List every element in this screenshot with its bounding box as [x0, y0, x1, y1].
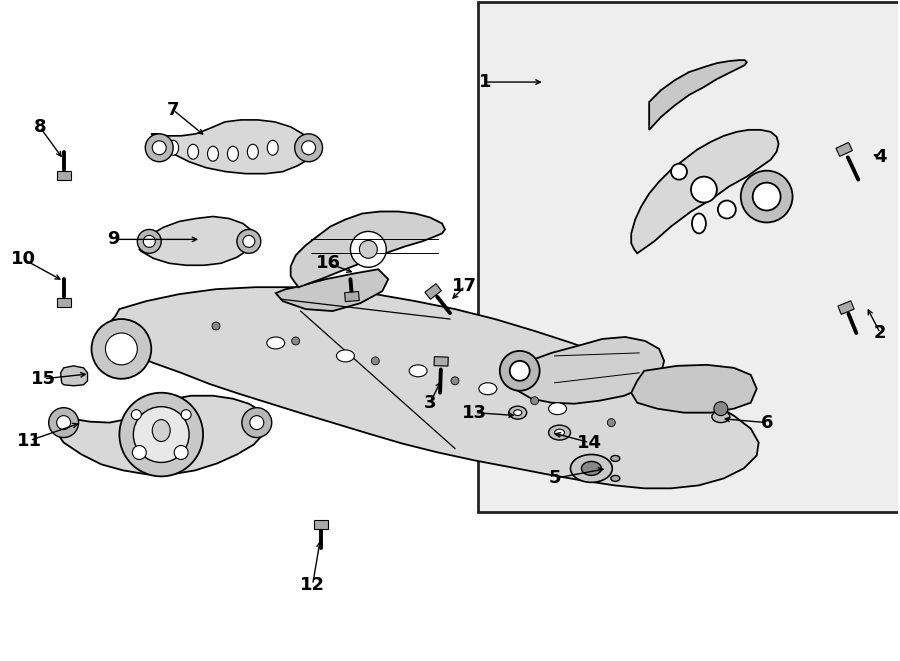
Circle shape [49, 408, 78, 438]
Polygon shape [140, 217, 256, 265]
Polygon shape [275, 269, 388, 311]
Ellipse shape [692, 214, 706, 233]
Ellipse shape [410, 365, 427, 377]
Circle shape [302, 141, 316, 155]
Ellipse shape [187, 144, 199, 159]
Polygon shape [57, 298, 70, 307]
Text: 14: 14 [577, 434, 602, 451]
Ellipse shape [549, 403, 566, 414]
Text: 1: 1 [479, 73, 491, 91]
Circle shape [120, 393, 203, 477]
Circle shape [105, 333, 138, 365]
Circle shape [350, 231, 386, 267]
Polygon shape [291, 212, 445, 287]
Polygon shape [506, 337, 664, 404]
Text: 17: 17 [453, 277, 477, 295]
Text: 2: 2 [874, 324, 886, 342]
Ellipse shape [208, 146, 219, 161]
Circle shape [691, 176, 717, 202]
Circle shape [671, 164, 687, 180]
Text: 9: 9 [107, 231, 120, 249]
Polygon shape [60, 366, 87, 386]
Circle shape [131, 410, 141, 420]
Text: 16: 16 [316, 254, 341, 272]
Circle shape [741, 171, 793, 223]
Ellipse shape [337, 350, 355, 362]
Ellipse shape [581, 461, 601, 475]
Polygon shape [434, 357, 448, 366]
Circle shape [243, 235, 255, 247]
Polygon shape [836, 142, 852, 157]
Polygon shape [106, 287, 759, 488]
Polygon shape [151, 120, 312, 174]
Ellipse shape [549, 425, 571, 440]
Circle shape [181, 410, 191, 420]
Ellipse shape [479, 383, 497, 395]
Circle shape [509, 361, 530, 381]
Circle shape [714, 402, 728, 416]
Circle shape [143, 235, 155, 247]
Text: 11: 11 [17, 432, 42, 449]
Circle shape [752, 182, 780, 210]
Circle shape [152, 141, 166, 155]
Circle shape [237, 229, 261, 253]
Text: 5: 5 [548, 469, 561, 487]
Circle shape [451, 377, 459, 385]
Circle shape [242, 408, 272, 438]
Circle shape [138, 229, 161, 253]
Circle shape [57, 416, 70, 430]
Polygon shape [838, 301, 854, 315]
Text: 6: 6 [760, 414, 773, 432]
Circle shape [294, 134, 322, 162]
Ellipse shape [712, 410, 730, 422]
Polygon shape [313, 520, 328, 529]
Circle shape [608, 418, 616, 426]
Text: 10: 10 [12, 251, 36, 268]
Ellipse shape [167, 140, 178, 155]
Circle shape [145, 134, 173, 162]
Ellipse shape [508, 406, 526, 419]
Circle shape [133, 407, 189, 463]
Circle shape [212, 322, 220, 330]
Circle shape [718, 200, 736, 219]
Circle shape [292, 337, 300, 345]
Text: 12: 12 [300, 576, 325, 594]
Ellipse shape [611, 455, 620, 461]
Circle shape [250, 416, 264, 430]
Text: 8: 8 [33, 118, 46, 136]
Polygon shape [631, 130, 778, 253]
Bar [478, 3, 900, 512]
Text: 13: 13 [463, 404, 488, 422]
Ellipse shape [266, 337, 284, 349]
Ellipse shape [554, 429, 564, 436]
Ellipse shape [228, 146, 238, 161]
Text: 15: 15 [32, 369, 56, 388]
Ellipse shape [611, 475, 620, 481]
Polygon shape [631, 365, 757, 412]
Polygon shape [345, 292, 359, 301]
Polygon shape [57, 171, 70, 180]
Circle shape [359, 241, 377, 258]
Text: 7: 7 [166, 101, 179, 119]
Circle shape [175, 446, 188, 459]
Ellipse shape [267, 140, 278, 155]
Polygon shape [425, 284, 441, 299]
Circle shape [92, 319, 151, 379]
Text: 3: 3 [424, 394, 436, 412]
Ellipse shape [514, 410, 522, 416]
Circle shape [531, 397, 538, 405]
Ellipse shape [571, 455, 612, 483]
Text: 4: 4 [874, 147, 886, 166]
Ellipse shape [248, 144, 258, 159]
Circle shape [372, 357, 379, 365]
Circle shape [132, 446, 147, 459]
Polygon shape [649, 60, 747, 130]
Circle shape [500, 351, 540, 391]
Ellipse shape [152, 420, 170, 442]
Polygon shape [51, 396, 266, 475]
